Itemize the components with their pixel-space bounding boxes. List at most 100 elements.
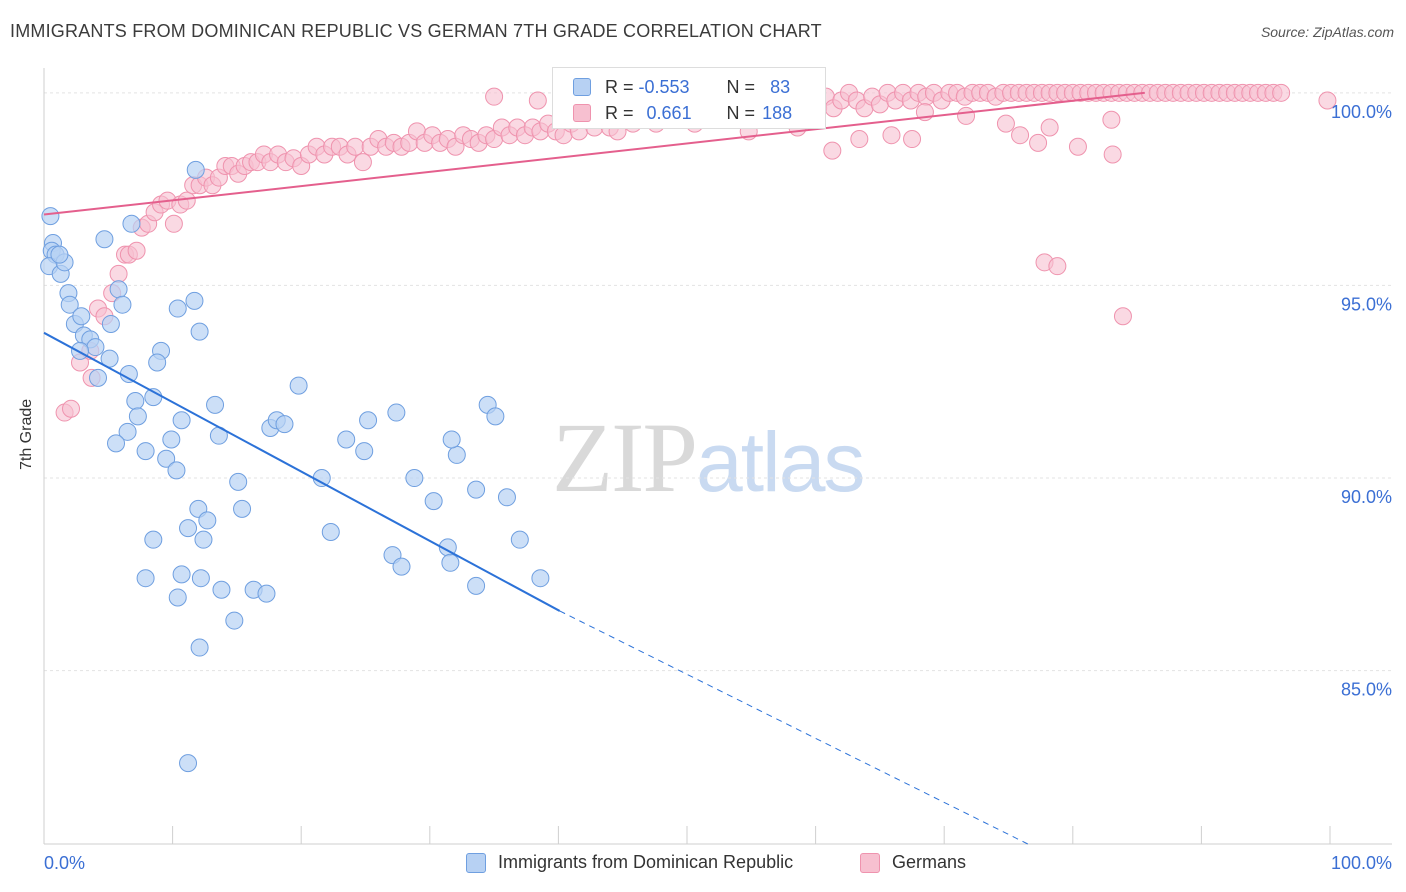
bottom-legend: Immigrants from Dominican Republic Germa… — [0, 848, 1406, 882]
x-tick-label-min: 0.0% — [44, 853, 85, 873]
point-dominican — [275, 415, 294, 434]
swatch-blue — [573, 78, 591, 96]
x-tick-label-max: 100.0% — [1331, 853, 1392, 873]
point-germans — [1103, 145, 1122, 164]
point-dominican — [185, 291, 204, 310]
point-dominican — [392, 557, 411, 576]
point-dominican — [128, 407, 147, 426]
point-germans — [903, 130, 922, 149]
y-tick-label: 85.0% — [1341, 680, 1392, 700]
point-dominican — [86, 338, 105, 357]
point-dominican — [225, 611, 244, 630]
point-dominican — [442, 430, 461, 449]
point-dominican — [186, 160, 205, 179]
point-germans — [1029, 133, 1048, 152]
point-dominican — [467, 576, 486, 595]
point-dominican — [405, 469, 424, 488]
r-label: R = — [605, 76, 634, 97]
swatch-pink — [573, 104, 591, 122]
point-dominican — [191, 569, 210, 588]
legend-label-germans: Germans — [892, 852, 967, 872]
point-dominican — [136, 569, 155, 588]
point-germans — [1040, 118, 1059, 137]
trend-line-dominican — [43, 331, 561, 612]
point-dominican — [136, 442, 155, 461]
point-germans — [1272, 83, 1291, 102]
point-dominican — [229, 472, 248, 491]
point-germans — [346, 137, 365, 156]
point-germans — [1318, 91, 1337, 110]
point-dominican — [41, 207, 60, 226]
point-dominican — [441, 553, 460, 572]
point-dominican — [212, 580, 231, 599]
r-value: 0.661 — [646, 102, 692, 123]
point-dominican — [486, 407, 505, 426]
stat-row-dominican: R = -0.553 N = 83 — [573, 74, 790, 100]
point-dominican — [321, 522, 340, 541]
point-dominican — [233, 499, 252, 518]
r-value: -0.553 — [638, 76, 690, 97]
point-dominican — [168, 299, 187, 318]
point-germans — [127, 241, 146, 260]
point-dominican — [355, 442, 374, 461]
point-dominican — [257, 584, 276, 603]
point-dominican — [172, 411, 191, 430]
n-value: 188 — [762, 102, 793, 123]
point-dominican — [167, 461, 186, 480]
point-germans — [485, 87, 504, 106]
point-dominican — [89, 368, 108, 387]
y-tick-label: 100.0% — [1331, 102, 1392, 122]
point-dominican — [60, 295, 79, 314]
n-label: N = — [726, 102, 756, 123]
point-dominican — [447, 445, 466, 464]
point-dominican — [289, 376, 308, 395]
point-dominican — [148, 353, 167, 372]
source-credit: Source: ZipAtlas.com — [1260, 24, 1394, 40]
point-dominican — [387, 403, 406, 422]
point-dominican — [113, 295, 132, 314]
point-dominican — [337, 430, 356, 449]
point-dominican — [497, 488, 516, 507]
point-germans — [1048, 257, 1067, 276]
point-germans — [1113, 307, 1132, 326]
point-dominican — [190, 322, 209, 341]
point-germans — [62, 399, 81, 418]
point-germans — [177, 191, 196, 210]
point-dominican — [179, 754, 198, 773]
n-value: 83 — [770, 76, 791, 97]
point-dominican — [157, 449, 176, 468]
trend-lines — [43, 91, 1145, 845]
legend-label-dominican: Immigrants from Dominican Republic — [498, 852, 794, 872]
point-dominican — [467, 480, 486, 499]
legend-item-germans: Germans — [860, 852, 966, 873]
point-dominican — [198, 511, 217, 530]
point-dominican — [424, 492, 443, 511]
point-dominican — [101, 314, 120, 333]
chart-title: IMMIGRANTS FROM DOMINICAN REPUBLIC VS GE… — [10, 21, 822, 41]
n-label: N = — [726, 76, 756, 97]
point-dominican — [72, 307, 91, 326]
point-germans — [882, 126, 901, 145]
watermark: ZIPatlas — [552, 400, 865, 515]
point-dominican — [144, 530, 163, 549]
point-dominican — [162, 430, 181, 449]
legend-swatch-pink — [860, 852, 880, 873]
point-germans — [957, 106, 976, 125]
point-germans — [1102, 110, 1121, 129]
trend-line-germans — [43, 91, 1145, 216]
point-germans — [1068, 137, 1087, 156]
correlation-legend: R = -0.553 N = 83 R = 0.661 N = 188 — [552, 67, 826, 129]
point-dominican — [179, 519, 198, 538]
point-dominican — [510, 530, 529, 549]
point-germans — [164, 214, 183, 233]
y-tick-label: 95.0% — [1341, 294, 1392, 314]
point-dominican — [190, 638, 209, 657]
point-germans — [528, 91, 547, 110]
point-dominican — [95, 230, 114, 249]
grid-lines — [44, 92, 1392, 672]
point-germans — [996, 114, 1015, 133]
series-dominican — [40, 160, 550, 773]
watermark-zip: ZIP — [552, 402, 698, 513]
legend-swatch-blue — [466, 852, 486, 873]
